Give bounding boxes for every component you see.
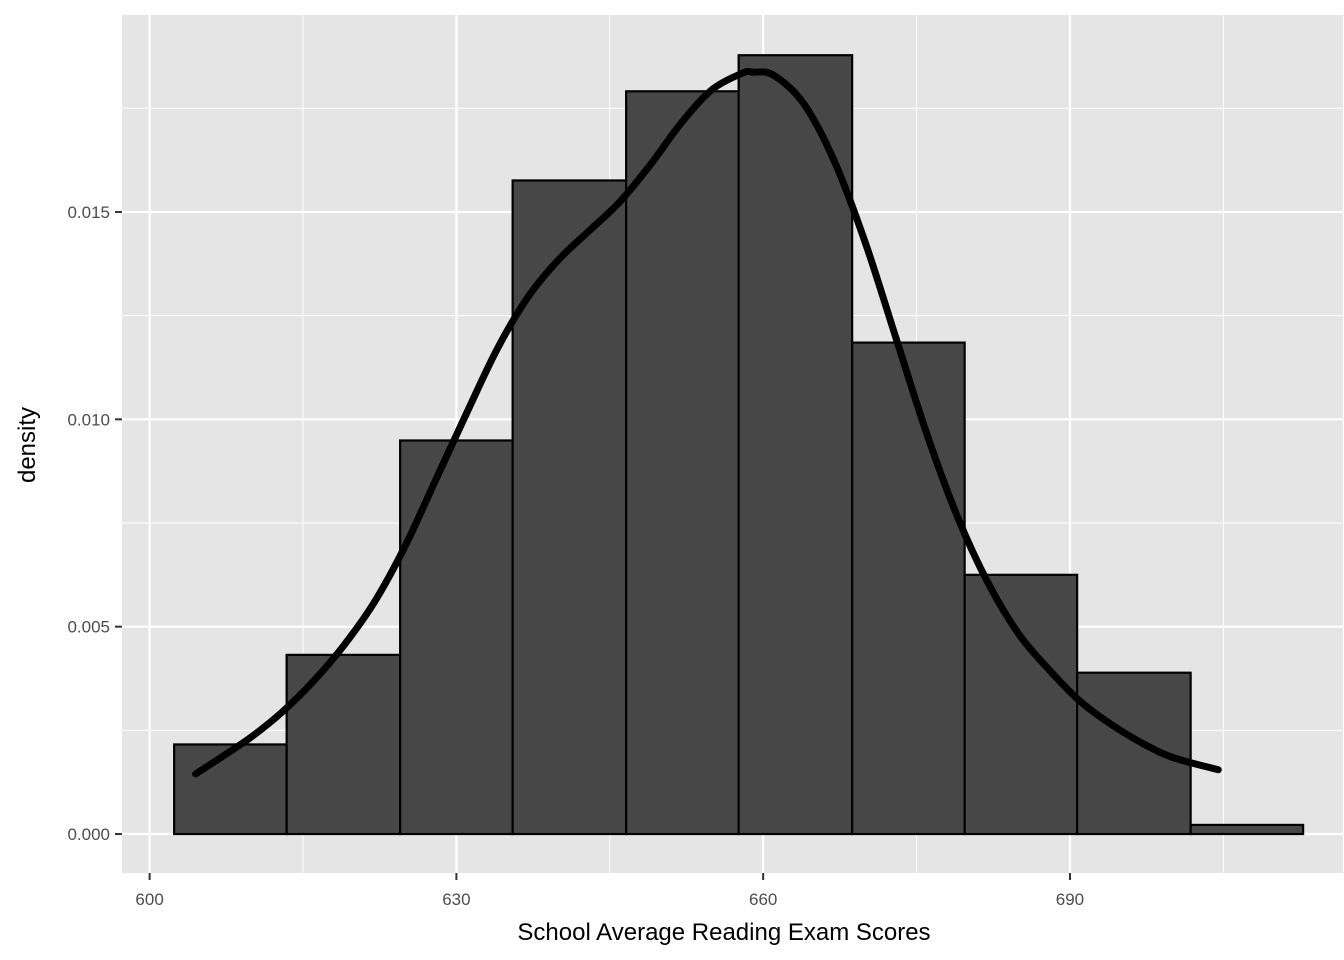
x-tick-label: 600 <box>135 890 163 909</box>
histogram-bar <box>1189 823 1305 836</box>
histogram-bar <box>285 653 402 836</box>
y-tick-label: 0.005 <box>67 618 110 637</box>
y-axis: 0.000 0.005 0.010 0.015 <box>67 203 122 844</box>
y-tick-label: 0.015 <box>67 203 110 222</box>
histogram-bar <box>737 54 854 836</box>
y-tick-label: 0.010 <box>67 410 110 429</box>
x-axis: 600 630 660 690 <box>135 873 1084 909</box>
x-tick-label: 630 <box>442 890 470 909</box>
histogram-bar <box>511 179 628 836</box>
histogram-bars <box>173 54 1305 836</box>
histogram-bar <box>173 743 288 836</box>
x-tick-label: 660 <box>749 890 777 909</box>
histogram-bar <box>625 90 740 836</box>
x-tick-label: 690 <box>1056 890 1084 909</box>
histogram-bar <box>399 439 514 836</box>
x-axis-title: School Average Reading Exam Scores <box>517 919 930 946</box>
density-curve <box>192 67 1222 778</box>
histogram-bar <box>851 341 966 836</box>
y-tick-label: 0.000 <box>67 825 110 844</box>
histogram-bar <box>1076 671 1192 836</box>
histogram-bar <box>963 573 1079 836</box>
y-axis-title: density <box>14 407 41 483</box>
